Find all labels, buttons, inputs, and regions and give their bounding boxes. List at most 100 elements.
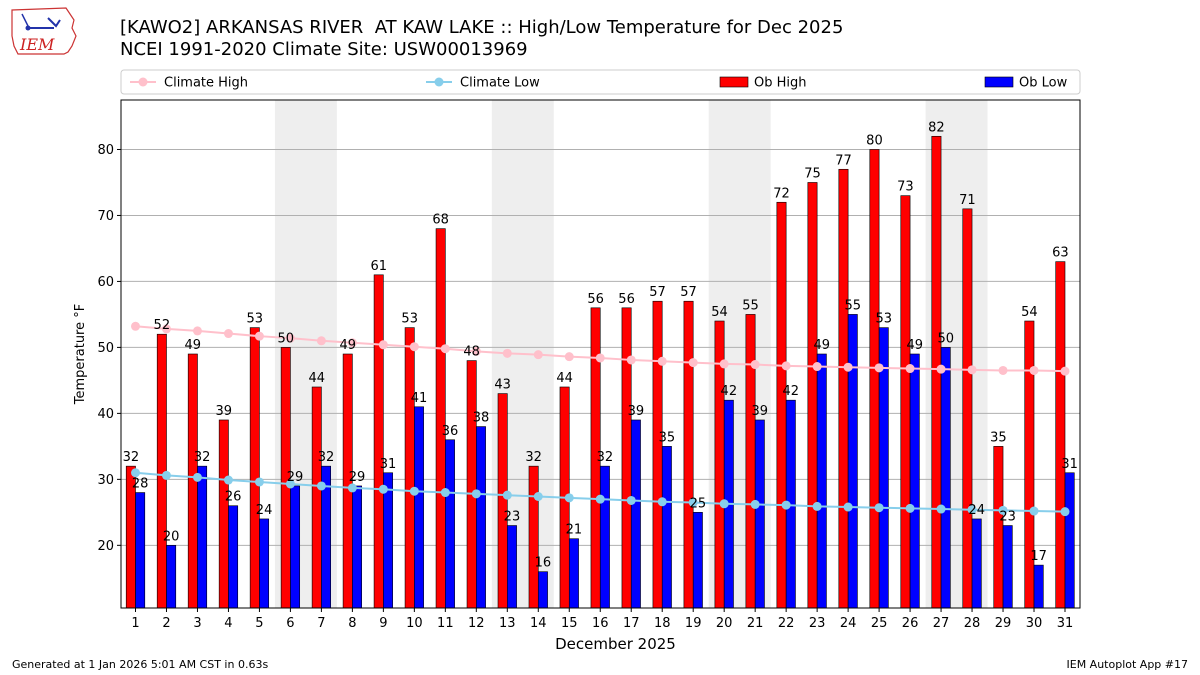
ob-low-bar (754, 419, 765, 609)
ob-high-bar (249, 327, 260, 609)
ob-high-bar (404, 327, 415, 609)
ob-low-label: 24 (968, 503, 985, 518)
y-tick-label: 60 (97, 275, 114, 290)
ob-low-label: 49 (906, 338, 923, 353)
ob-low-bar (568, 538, 579, 609)
ob-low-bar (290, 485, 301, 609)
ob-high-bar (776, 201, 787, 609)
x-tick-label: 16 (592, 616, 609, 631)
ob-low-label: 23 (999, 510, 1016, 525)
y-axis-label: Temperature °F (73, 304, 88, 405)
ob-high-label: 48 (463, 345, 480, 360)
x-tick-label: 29 (995, 616, 1012, 631)
climate-low-point (843, 502, 853, 512)
ob-high-bar (466, 360, 477, 609)
climate-high-point (1060, 366, 1070, 376)
climate-low-point (409, 486, 419, 496)
ob-high-bar (962, 208, 973, 609)
ob-high-bar (156, 333, 167, 609)
ob-low-bar (1033, 564, 1044, 609)
climate-low-point (595, 494, 605, 504)
ob-low-label: 28 (132, 477, 149, 492)
climate-low-point (192, 472, 202, 482)
ob-low-bar (166, 545, 177, 609)
climate-low-point (657, 497, 667, 507)
ob-low-label: 32 (194, 450, 211, 465)
ob-high-bar (435, 228, 446, 609)
climate-high-point (285, 333, 295, 343)
chart-title: [KAWO2] ARKANSAS RIVER AT KAW LAKE :: Hi… (120, 17, 843, 61)
ob-low-bar (352, 485, 362, 609)
climate-high-point (316, 336, 326, 346)
climate-low-point (254, 477, 264, 487)
x-tick-label: 19 (685, 616, 702, 631)
ob-high-label: 53 (401, 312, 418, 327)
climate-low-point (161, 470, 171, 480)
ob-high-label: 32 (123, 450, 140, 465)
ob-high-bar (373, 274, 384, 609)
x-tick-label: 12 (468, 616, 485, 631)
ob-high-label: 50 (277, 331, 294, 346)
generated-timestamp: Generated at 1 Jan 2026 5:01 AM CST in 0… (12, 658, 269, 671)
ob-low-bar (445, 439, 455, 609)
ob-high-label: 72 (773, 186, 790, 201)
title-line-1: [KAWO2] ARKANSAS RIVER AT KAW LAKE :: Hi… (120, 17, 844, 38)
climate-low-point (936, 504, 946, 514)
ob-high-bar (652, 300, 663, 609)
ob-low-label: 38 (473, 411, 490, 426)
x-tick-label: 14 (530, 616, 547, 631)
ob-high-label: 44 (556, 371, 573, 386)
ob-low-label: 42 (783, 384, 800, 399)
climate-high-point (161, 324, 171, 334)
ob-low-label: 26 (225, 490, 242, 505)
x-tick-label: 5 (255, 616, 263, 631)
ob-low-label: 35 (659, 430, 676, 445)
x-tick-label: 18 (654, 616, 671, 631)
ob-high-legend-label: Ob High (754, 76, 807, 91)
ob-low-label: 39 (752, 404, 769, 419)
ob-low-label: 53 (875, 312, 892, 327)
ob-high-label: 56 (587, 292, 604, 307)
ob-low-label: 29 (349, 470, 366, 485)
ob-low-bar (909, 353, 920, 609)
ob-low-bar (816, 353, 827, 609)
ob-low-label: 32 (318, 450, 335, 465)
ob-low-bar (506, 525, 517, 609)
ob-high-label: 57 (680, 285, 697, 300)
ob-high-label: 68 (432, 213, 449, 228)
climate-low-point (471, 489, 481, 499)
x-axis-label: December 2025 (555, 635, 676, 653)
ob-high-label: 54 (1021, 305, 1038, 320)
ob-high-label: 55 (742, 298, 759, 313)
climate-low-point (905, 503, 915, 513)
ob-low-legend-label: Ob Low (1019, 76, 1068, 91)
ob-high-label: 56 (618, 292, 635, 307)
climate-low-legend-label: Climate Low (460, 76, 540, 91)
ob-low-bar (259, 518, 270, 609)
ob-high-label: 35 (990, 430, 1007, 445)
climate-high-point (719, 359, 729, 369)
y-tick-label: 30 (97, 473, 114, 488)
y-tick-label: 80 (97, 143, 114, 158)
x-tick-label: 6 (286, 616, 294, 631)
climate-low-point (812, 501, 822, 511)
climate-low-point (781, 500, 791, 510)
x-tick-label: 8 (348, 616, 356, 631)
ob-low-label: 42 (721, 384, 738, 399)
climate-low-point (750, 499, 760, 509)
ob-high-label: 63 (1052, 246, 1069, 261)
climate-high-point (905, 364, 915, 374)
ob-high-bar (311, 386, 322, 609)
climate-high-legend-marker (138, 77, 148, 87)
climate-low-point (378, 484, 388, 494)
climate-high-point (998, 365, 1008, 375)
ob-low-bar (940, 347, 951, 609)
ob-low-bar (476, 426, 486, 609)
ob-high-label: 77 (835, 153, 852, 168)
app-label: IEM Autoplot App #17 (1066, 658, 1189, 671)
climate-high-point (1029, 365, 1039, 375)
ob-low-label: 49 (814, 338, 831, 353)
climate-low-point (967, 505, 977, 515)
x-tick-label: 21 (747, 616, 764, 631)
ob-low-label: 21 (566, 523, 583, 538)
